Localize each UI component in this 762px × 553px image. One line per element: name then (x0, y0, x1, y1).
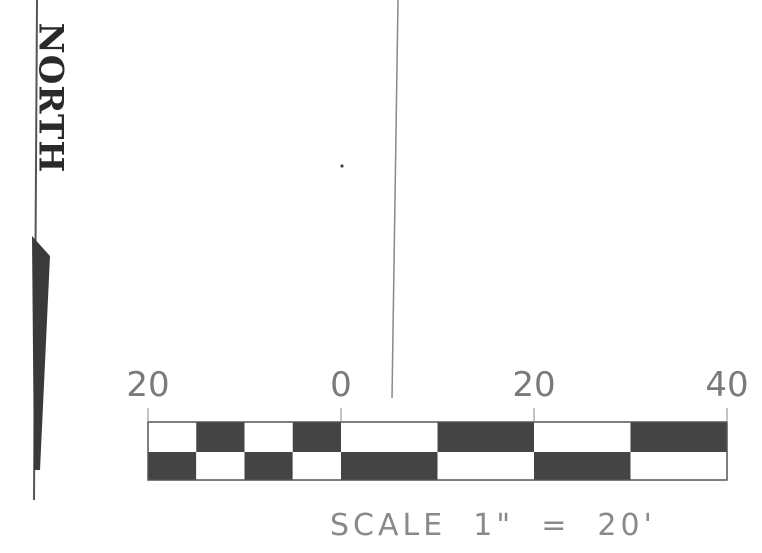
scale-cell-top (341, 422, 438, 452)
scale-cell-bottom (534, 452, 631, 480)
scale-bar-outline (147, 421, 728, 481)
scale-tick-label: 40 (705, 365, 748, 405)
scale-cell-bottom (292, 452, 341, 480)
scale-cell-top (292, 422, 341, 452)
scale-cell-bottom (196, 452, 245, 480)
scale-cell-bottom (148, 452, 197, 480)
scale-tick-label: 20 (126, 365, 169, 405)
scale-caption: SCALE 1" = 20' (330, 508, 656, 543)
stray-mark (340, 164, 344, 168)
scale-cell-top (437, 422, 534, 452)
north-arrow-pointer (32, 236, 50, 470)
property-line (391, 0, 399, 399)
scale-cell-top (630, 422, 727, 452)
scale-bar: 20 0 20 40 (126, 365, 749, 481)
scale-cell-bottom (341, 452, 438, 480)
scale-cell-bottom (437, 452, 534, 480)
scale-tick-label: 0 (330, 365, 352, 405)
scale-cell-bottom (630, 452, 727, 480)
scale-tick-label: 20 (512, 365, 555, 405)
scale-cell-top (534, 422, 631, 452)
scale-cell-bottom (244, 452, 293, 480)
scale-cell-top (244, 422, 293, 452)
scale-cell-top (196, 422, 245, 452)
scale-cell-top (148, 422, 197, 452)
